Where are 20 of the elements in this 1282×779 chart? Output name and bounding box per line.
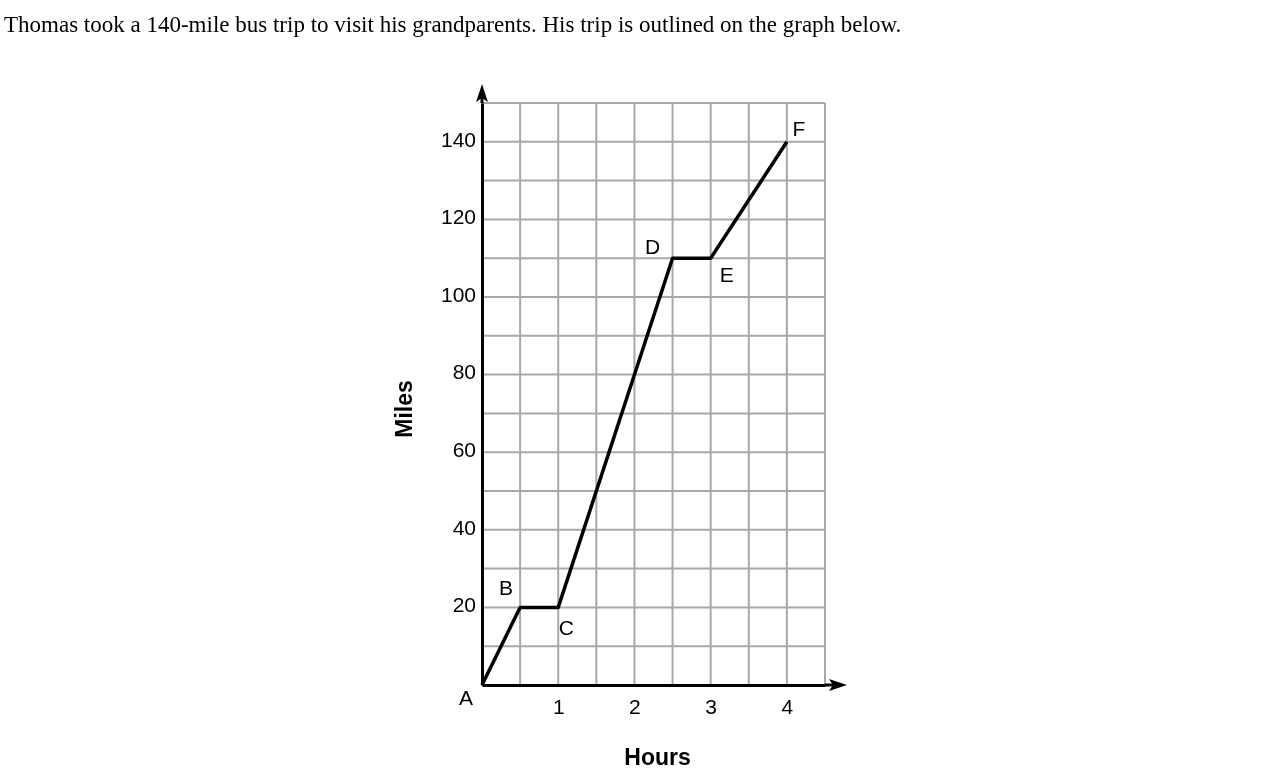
annotation: A	[458, 686, 474, 709]
x-tick-label: 1	[552, 694, 565, 718]
annotation: C	[558, 616, 574, 640]
annotation: B	[499, 576, 514, 600]
y-tick-label: 20	[452, 593, 476, 617]
y-tick-label: 80	[452, 360, 476, 384]
y-tick-label: 40	[452, 515, 476, 539]
x-axis-title: Hours	[624, 744, 691, 770]
y-tick-label: 120	[440, 205, 476, 229]
chart-title: Thomas took a 140-mile bus trip to visit his grandparents. His trip is outlined on the graph below.	[4, 12, 902, 37]
annotation: D	[644, 235, 661, 259]
x-tick-label: 3	[705, 694, 718, 718]
annotation: E	[719, 263, 734, 287]
y-tick-label: 140	[440, 127, 476, 151]
y-tick-label: 60	[452, 437, 476, 461]
y-axis-title: Miles	[391, 380, 417, 438]
x-tick-label: 4	[781, 694, 794, 718]
x-tick-label: 2	[629, 694, 641, 718]
y-tick-label: 100	[440, 282, 476, 306]
annotation: F	[792, 116, 806, 140]
